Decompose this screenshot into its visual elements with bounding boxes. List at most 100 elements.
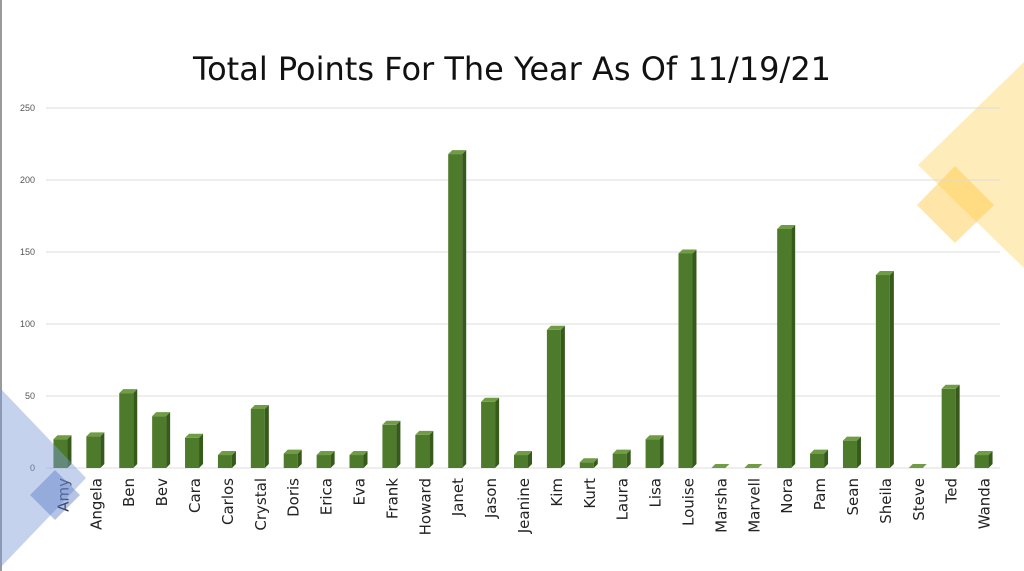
bars: [53, 150, 993, 468]
x-tick-label: Frank: [383, 478, 401, 519]
bar-front: [481, 401, 496, 468]
y-tick-label: 50: [25, 391, 35, 401]
bar-front: [119, 393, 134, 468]
bar: [316, 451, 335, 468]
chart-title: Total Points For The Year As Of 11/19/21: [192, 50, 832, 88]
bar: [349, 451, 368, 468]
bar: [382, 420, 401, 468]
bar-side: [988, 451, 993, 468]
bar-front: [382, 424, 397, 468]
bar-front: [941, 388, 956, 468]
bar-top: [711, 464, 730, 468]
bar: [908, 464, 927, 468]
bar-top: [217, 451, 236, 456]
bar-side: [659, 435, 664, 468]
bar-front: [152, 416, 167, 468]
x-tick-label: Carlos: [219, 478, 237, 525]
bar: [810, 449, 829, 468]
bar-top: [185, 433, 204, 438]
blue-diamond-large: [0, 388, 86, 568]
x-tick-label: Angela: [87, 478, 105, 530]
x-tick-label: Cara: [186, 478, 204, 513]
x-tick-label: Howard: [416, 478, 434, 535]
bar: [875, 271, 894, 468]
bar-front: [842, 440, 857, 468]
bar-front: [185, 437, 200, 468]
x-tick-label: Janet: [449, 478, 467, 517]
bar-front: [250, 408, 265, 468]
bar: [514, 451, 532, 468]
bar: [842, 436, 861, 468]
bar-front: [217, 455, 232, 468]
bar-front: [875, 275, 890, 468]
bar-side: [692, 249, 697, 468]
bar-front: [316, 455, 331, 468]
bar-side: [166, 412, 171, 468]
bar-side: [429, 430, 434, 468]
bar-front: [349, 455, 364, 468]
x-tick-label: Jeanine: [515, 478, 533, 534]
x-tick-label: Pam: [811, 478, 829, 510]
bar: [415, 430, 434, 468]
bar: [119, 389, 138, 468]
bar-top: [974, 451, 993, 456]
bar-top: [514, 451, 532, 456]
x-tick-label: Sheila: [877, 478, 895, 524]
x-tick-label: Erica: [318, 478, 336, 515]
bar: [152, 412, 171, 468]
bar-front: [678, 253, 693, 468]
bar-top: [86, 432, 105, 437]
x-tick-label: Laura: [614, 478, 632, 520]
bar-side: [791, 224, 796, 468]
bar: [974, 451, 993, 468]
bar-front: [53, 439, 68, 468]
bar-side: [396, 420, 401, 468]
x-tick-label: Eva: [351, 478, 369, 506]
bar: [612, 449, 631, 468]
x-tick-label: Lisa: [647, 478, 665, 508]
bar-front: [645, 439, 660, 468]
bar-side: [593, 458, 598, 468]
bar-top: [448, 150, 467, 155]
x-tick-label: Marsha: [712, 478, 730, 533]
bar: [448, 150, 467, 468]
bar-top: [152, 412, 171, 417]
bar-top: [777, 224, 796, 229]
decorative-shapes-front: [0, 388, 86, 568]
bar: [283, 449, 302, 468]
bar: [711, 464, 730, 468]
bar-side: [824, 449, 829, 468]
grid-lines: [46, 107, 1000, 469]
bar-front: [777, 228, 792, 468]
bar-side: [462, 150, 467, 468]
yellow-diamond-large: [918, 62, 1024, 268]
bar-front: [810, 453, 825, 468]
bar: [217, 451, 236, 468]
x-axis-labels: Amy Angela Ben Bev Cara Carlos Crystal Doris Eri…: [54, 478, 993, 536]
y-tick-label: 200: [20, 175, 35, 185]
bar-side: [955, 384, 960, 468]
x-tick-label: Marvell: [745, 478, 763, 533]
bar-top: [250, 404, 269, 409]
x-tick-label: Louise: [679, 478, 697, 526]
bar-side: [626, 449, 631, 468]
slide-edge: [0, 0, 2, 571]
bar-top: [842, 436, 861, 441]
bar-top: [875, 271, 894, 276]
bar: [250, 404, 269, 468]
bar-side: [330, 451, 335, 468]
y-axis-ticks: 0 50 100 150 200 250: [20, 103, 35, 473]
bar-front: [415, 434, 430, 468]
x-tick-label: Jason: [482, 478, 500, 519]
x-tick-label: Amy: [54, 478, 72, 512]
bar-top: [579, 458, 598, 463]
bar: [579, 458, 598, 468]
y-tick-label: 0: [30, 463, 35, 473]
bar-front: [86, 436, 101, 468]
blue-diamond-small: [30, 470, 80, 520]
bar: [744, 464, 763, 468]
x-tick-label: Sean: [844, 478, 862, 515]
bar: [678, 249, 697, 468]
bar-side: [133, 389, 138, 468]
